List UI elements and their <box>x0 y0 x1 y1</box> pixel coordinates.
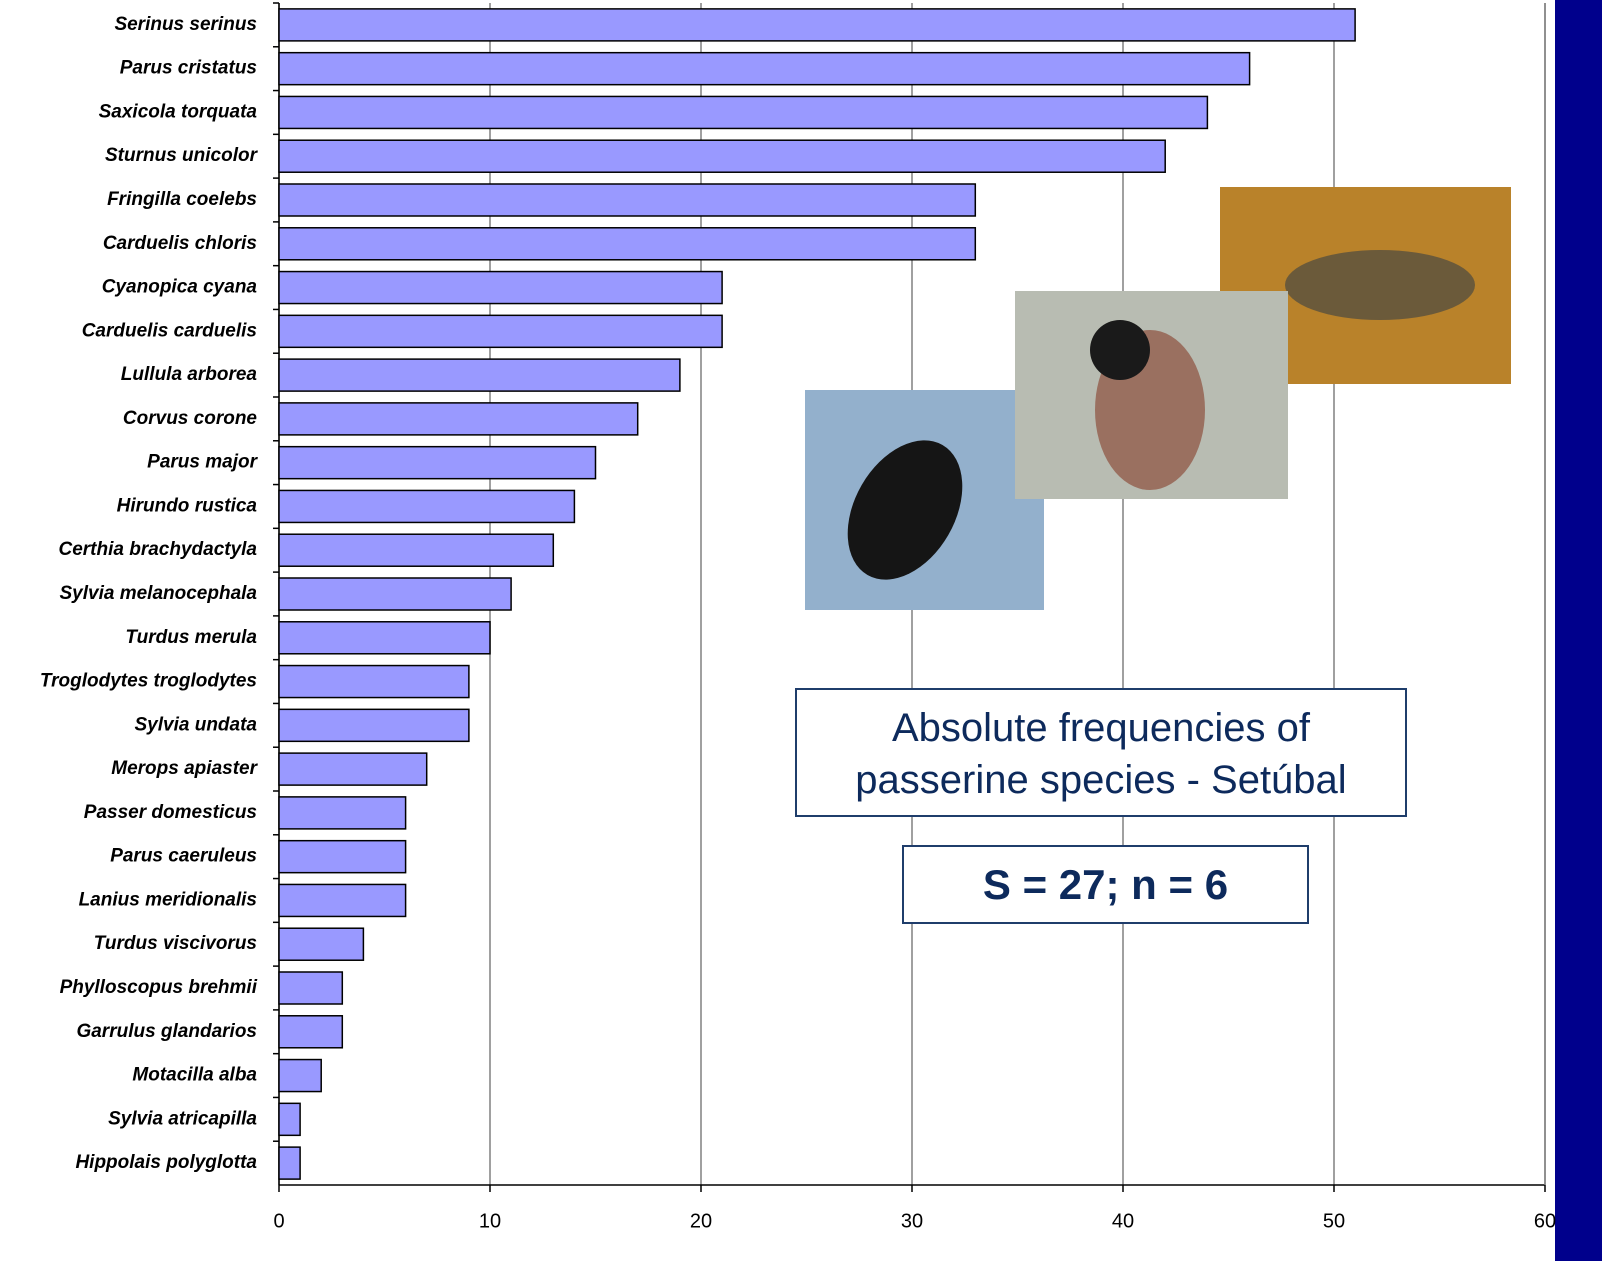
bar <box>279 1103 300 1135</box>
y-tick-label: Turdus viscivorus <box>94 933 257 954</box>
y-tick-label: Sylvia melanocephala <box>60 583 258 604</box>
bar <box>279 403 638 435</box>
x-tick-label: 50 <box>1323 1210 1345 1232</box>
bar <box>279 709 469 741</box>
chart: 0 10 20 30 40 50 60 Serinus serinus Parus crista… <box>0 0 1602 1261</box>
bar <box>279 928 363 960</box>
photo-bird <box>1285 250 1475 320</box>
y-tick-label: Sylvia atricapilla <box>108 1108 257 1129</box>
bar <box>279 228 975 260</box>
y-tick-label: Corvus corone <box>123 408 258 429</box>
bar <box>279 753 427 785</box>
y-tick-label: Turdus merula <box>125 627 257 648</box>
bar <box>279 578 511 610</box>
y-tick-label: Lanius meridionalis <box>79 889 257 910</box>
x-tick-label: 10 <box>479 1210 501 1232</box>
bar <box>279 9 1355 41</box>
bar <box>279 359 680 391</box>
y-tick-label: Carduelis chloris <box>103 233 257 254</box>
y-tick-label: Phylloscopus brehmii <box>60 977 258 998</box>
y-tick-label: Cyanopica cyana <box>102 277 258 298</box>
bar <box>279 841 406 873</box>
y-tick-label: Hippolais polyglotta <box>75 1152 257 1173</box>
y-tick-label: Parus caeruleus <box>110 846 257 867</box>
y-tick-label: Parus cristatus <box>120 58 257 79</box>
annotation: S = 27; n = 6 <box>983 861 1228 908</box>
bar <box>279 140 1165 172</box>
bar <box>279 622 490 654</box>
title-box: Absolute frequencies of passerine specie… <box>795 688 1407 817</box>
bar <box>279 490 574 522</box>
bar <box>279 315 722 347</box>
bar <box>279 666 469 698</box>
page: 0 10 20 30 40 50 60 Serinus serinus Parus crista… <box>0 0 1602 1261</box>
y-tick-label: Parus major <box>147 452 258 473</box>
bar <box>279 1016 342 1048</box>
y-tick-label: Saxicola torquata <box>99 101 258 122</box>
y-tick-label: Hirundo rustica <box>117 495 258 516</box>
y-tick-label: Fringilla coelebs <box>107 189 257 210</box>
y-tick-label: Merops apiaster <box>111 758 258 779</box>
x-tick-label: 60 <box>1534 1210 1556 1232</box>
y-tick-label: Passer domesticus <box>84 802 257 823</box>
y-tick-label: Sylvia undata <box>135 714 258 735</box>
bar <box>279 447 596 479</box>
y-tick-label: Lullula arborea <box>121 364 258 385</box>
bar <box>279 96 1207 128</box>
y-tick-label: Motacilla alba <box>132 1065 257 1086</box>
bar <box>279 534 553 566</box>
bar <box>279 797 406 829</box>
side-strip <box>1555 0 1602 1261</box>
chart-title: Absolute frequencies of passerine specie… <box>855 706 1346 802</box>
x-tick-label: 20 <box>690 1210 712 1232</box>
y-tick-label: Certhia brachydactyla <box>58 539 257 560</box>
bar <box>279 972 342 1004</box>
y-tick-label: Serinus serinus <box>114 14 257 35</box>
y-tick-label: Troglodytes troglodytes <box>40 671 257 692</box>
x-tick-label: 0 <box>273 1210 284 1232</box>
bar <box>279 184 975 216</box>
annotation-box: S = 27; n = 6 <box>902 845 1309 924</box>
x-tick-label: 40 <box>1112 1210 1134 1232</box>
bar <box>279 1147 300 1179</box>
x-tick-label: 30 <box>901 1210 923 1232</box>
y-tick-label: Garrulus glandarios <box>76 1021 257 1042</box>
bar <box>279 884 406 916</box>
bar <box>279 1060 321 1092</box>
bar <box>279 53 1250 85</box>
y-tick-label: Carduelis carduelis <box>82 320 257 341</box>
photo-bird-head <box>1090 320 1150 380</box>
y-tick-label: Sturnus unicolor <box>105 145 259 166</box>
bar <box>279 272 722 304</box>
